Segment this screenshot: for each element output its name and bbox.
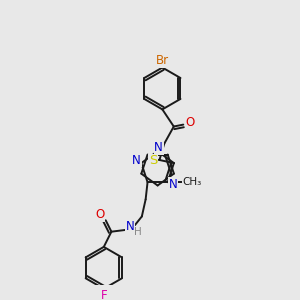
Text: CH₃: CH₃	[183, 177, 202, 187]
Text: O: O	[95, 208, 105, 221]
Text: Br: Br	[156, 54, 169, 68]
Text: N: N	[132, 154, 141, 167]
Text: N: N	[154, 141, 163, 154]
Text: F: F	[100, 289, 107, 300]
Text: N: N	[169, 178, 178, 190]
Text: N: N	[126, 220, 135, 233]
Text: H: H	[134, 227, 142, 237]
Text: S: S	[149, 154, 157, 167]
Text: O: O	[185, 116, 195, 129]
